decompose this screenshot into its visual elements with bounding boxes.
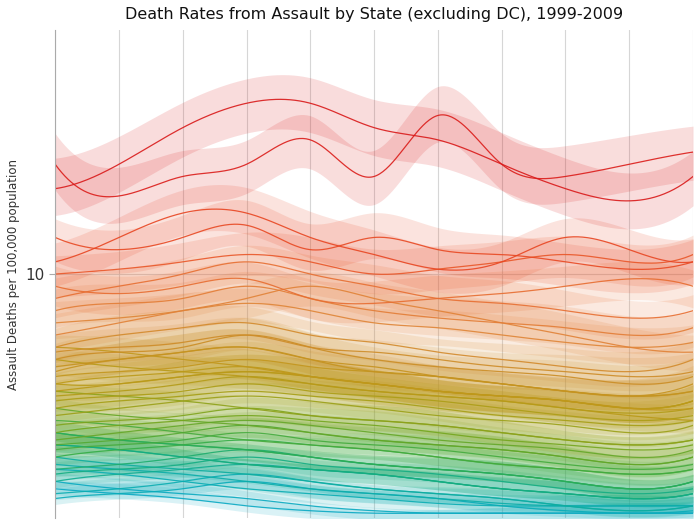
Y-axis label: Assault Deaths per 100,000 population: Assault Deaths per 100,000 population [7,159,20,390]
Title: Death Rates from Assault by State (excluding DC), 1999-2009: Death Rates from Assault by State (exclu… [125,7,623,22]
